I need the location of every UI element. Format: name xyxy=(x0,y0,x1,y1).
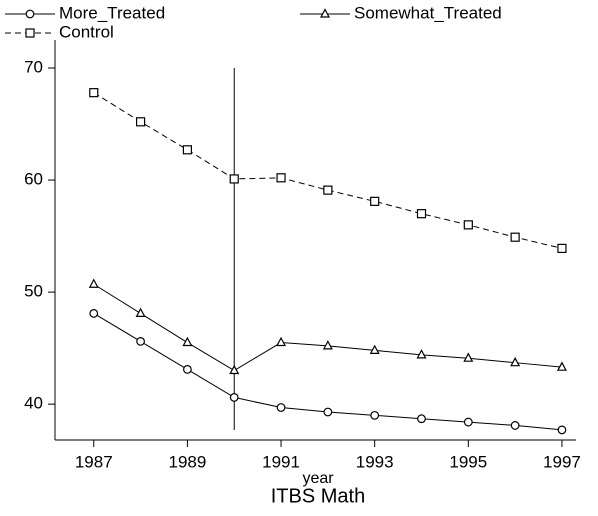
y-tick-label: 60 xyxy=(24,170,43,189)
data-point xyxy=(416,349,427,359)
data-point xyxy=(557,425,567,435)
x-tick-label: 1987 xyxy=(75,452,113,471)
data-point xyxy=(135,117,146,127)
data-point xyxy=(463,417,473,427)
x-tick-label: 1995 xyxy=(449,452,487,471)
x-tick-label: 1993 xyxy=(356,452,394,471)
data-point xyxy=(463,352,474,362)
data-point xyxy=(323,407,333,417)
data-point xyxy=(135,307,146,317)
data-point xyxy=(276,336,287,347)
data-point xyxy=(510,421,520,430)
data-point xyxy=(182,336,193,347)
series-line xyxy=(93,92,563,249)
series-line xyxy=(93,283,563,372)
data-point xyxy=(322,340,333,350)
data-point xyxy=(510,232,520,242)
data-point xyxy=(276,173,286,183)
legend-marker xyxy=(25,28,35,38)
data-point xyxy=(276,403,286,412)
data-point xyxy=(463,220,473,230)
legend-label: Somewhat_Treated xyxy=(354,3,502,22)
chart-title: ITBS Math xyxy=(271,485,365,507)
data-point xyxy=(136,337,145,346)
data-point xyxy=(323,185,333,195)
data-point xyxy=(229,364,240,375)
legend-label: Control xyxy=(59,22,114,41)
data-point xyxy=(556,361,567,371)
data-point xyxy=(510,356,521,367)
data-point xyxy=(417,414,426,424)
x-tick-label: 1989 xyxy=(168,452,206,471)
legend-marker xyxy=(320,8,330,18)
data-point xyxy=(88,278,99,288)
data-point xyxy=(369,344,380,354)
x-tick-label: 1997 xyxy=(543,452,581,471)
data-point xyxy=(183,365,192,374)
y-tick-label: 70 xyxy=(24,57,43,76)
data-point xyxy=(89,308,99,318)
x-axis-label: year xyxy=(302,470,334,487)
legend-label: More_Treated xyxy=(59,3,165,22)
x-tick-label: 1991 xyxy=(262,452,300,471)
y-tick-label: 40 xyxy=(24,394,43,413)
data-point xyxy=(416,209,427,219)
data-point xyxy=(557,243,567,254)
y-tick-label: 50 xyxy=(24,282,43,301)
data-point xyxy=(229,174,239,184)
data-point xyxy=(229,393,239,402)
data-point xyxy=(370,196,380,206)
data-point xyxy=(370,410,380,420)
data-point xyxy=(89,88,99,98)
legend-marker xyxy=(25,9,35,19)
data-point xyxy=(182,145,193,155)
